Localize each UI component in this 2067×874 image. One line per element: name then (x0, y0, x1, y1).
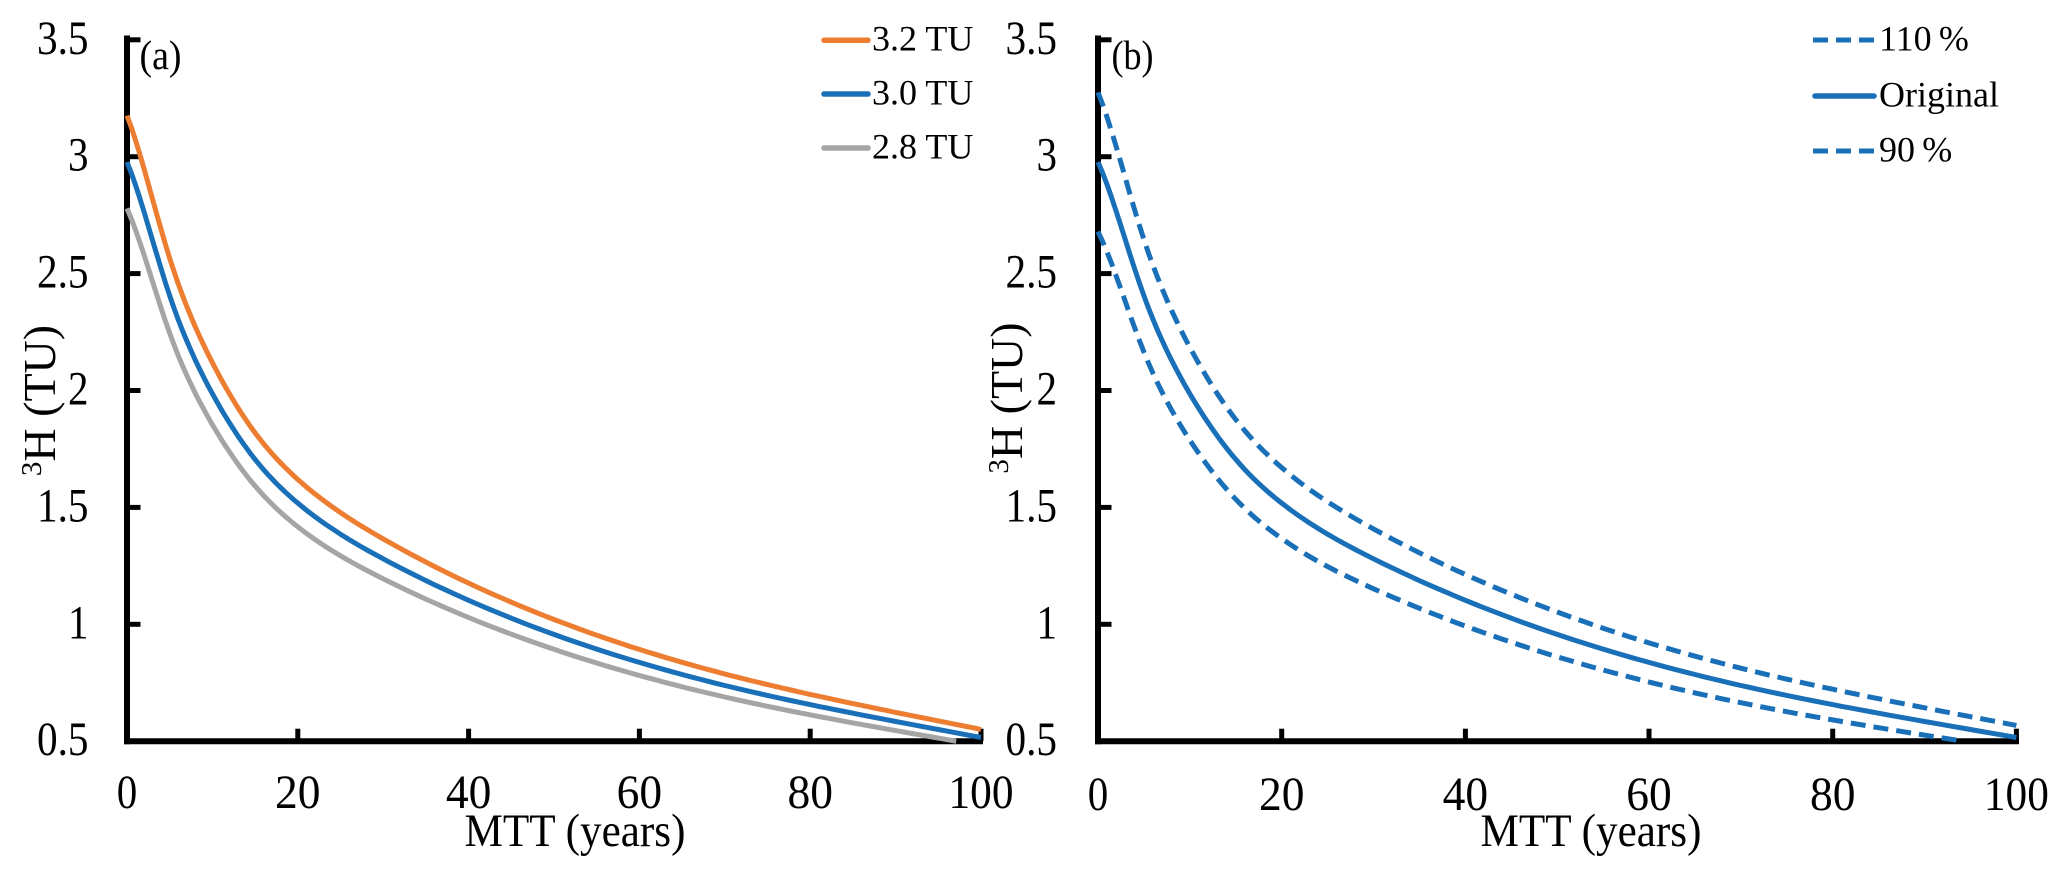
svg-text:40: 40 (1443, 768, 1489, 821)
svg-text:20: 20 (1259, 768, 1305, 821)
svg-text:0: 0 (1088, 768, 1109, 821)
svg-text:80: 80 (787, 766, 833, 819)
svg-text:80: 80 (1810, 768, 1856, 821)
svg-text:0: 0 (117, 766, 138, 819)
svg-text:2.5: 2.5 (37, 246, 89, 299)
svg-text:90 %: 90 % (1879, 130, 1952, 170)
svg-text:3: 3 (1037, 129, 1058, 182)
svg-text:1.5: 1.5 (1006, 479, 1058, 532)
svg-text:3H (TU): 3H (TU) (14, 325, 65, 476)
svg-text:60: 60 (1626, 768, 1672, 821)
svg-text:2: 2 (68, 363, 89, 416)
svg-text:3: 3 (68, 129, 89, 182)
svg-text:1.5: 1.5 (37, 479, 89, 532)
svg-text:0.5: 0.5 (37, 713, 89, 766)
svg-text:Original: Original (1879, 75, 1999, 115)
svg-text:1: 1 (1037, 596, 1058, 649)
svg-text:2: 2 (1037, 363, 1058, 416)
svg-text:(b): (b) (1112, 32, 1154, 79)
svg-text:100: 100 (949, 766, 1014, 819)
svg-text:60: 60 (617, 766, 663, 819)
svg-text:2.8 TU: 2.8 TU (872, 127, 973, 167)
svg-text:3H (TU): 3H (TU) (981, 322, 1032, 473)
svg-text:1: 1 (68, 596, 89, 649)
svg-text:110 %: 110 % (1879, 19, 1969, 59)
svg-text:MTT (years): MTT (years) (465, 806, 686, 857)
svg-text:2.5: 2.5 (1006, 246, 1058, 299)
svg-text:(a): (a) (140, 32, 182, 79)
svg-text:40: 40 (446, 766, 492, 819)
svg-text:3.0 TU: 3.0 TU (872, 73, 973, 113)
svg-text:3.5: 3.5 (1006, 12, 1058, 65)
svg-text:3.5: 3.5 (37, 12, 89, 65)
svg-text:MTT (years): MTT (years) (1481, 806, 1702, 857)
svg-text:3.2 TU: 3.2 TU (872, 19, 973, 59)
svg-text:20: 20 (275, 766, 321, 819)
svg-text:100: 100 (1984, 768, 2049, 821)
svg-text:0.5: 0.5 (1006, 713, 1058, 766)
